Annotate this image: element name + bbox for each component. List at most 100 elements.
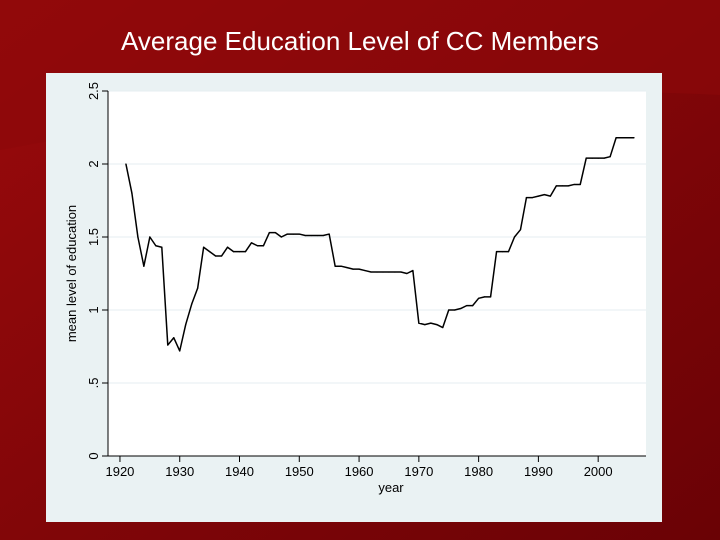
y-tick-label: 1.5 xyxy=(86,228,101,246)
data-point xyxy=(292,233,294,235)
data-point xyxy=(424,324,426,326)
data-point xyxy=(346,267,348,269)
data-point xyxy=(537,195,539,197)
data-point xyxy=(406,272,408,275)
line-chart: 0 .5 1 1.5 2 2.5 1920 1930 1940 1950 1960 1970 1980 1… xyxy=(64,82,646,495)
data-point xyxy=(412,269,414,272)
data-point xyxy=(597,157,599,159)
data-point xyxy=(185,324,187,326)
plot-area xyxy=(108,91,646,456)
data-point xyxy=(400,271,402,273)
slide-title: Average Education Level of CC Members xyxy=(121,26,599,56)
data-point xyxy=(489,296,492,298)
data-point xyxy=(232,251,235,253)
data-point xyxy=(549,195,551,197)
data-point xyxy=(454,309,456,311)
data-point xyxy=(197,287,199,289)
data-point xyxy=(436,324,438,326)
data-point xyxy=(316,234,318,237)
x-tick-label: 1920 xyxy=(105,464,134,479)
data-point xyxy=(567,185,569,187)
data-point xyxy=(256,245,259,247)
data-point xyxy=(131,192,133,194)
data-point xyxy=(442,326,444,329)
data-point xyxy=(143,265,145,267)
data-point xyxy=(531,196,534,199)
data-point xyxy=(161,246,163,248)
data-point xyxy=(262,245,265,247)
data-point xyxy=(358,268,360,270)
data-point xyxy=(203,246,205,248)
data-point xyxy=(209,251,211,253)
data-point xyxy=(501,251,504,253)
data-point xyxy=(561,185,563,187)
x-tick-label: 2000 xyxy=(584,464,613,479)
data-point xyxy=(370,271,372,273)
data-point xyxy=(579,183,581,186)
data-point xyxy=(298,233,300,235)
data-point xyxy=(238,251,241,253)
data-point xyxy=(621,137,623,139)
data-point xyxy=(334,265,336,267)
y-tick-label: 2 xyxy=(86,160,101,167)
data-point xyxy=(226,246,229,248)
data-point xyxy=(155,245,157,247)
data-point xyxy=(382,271,384,273)
x-tick-label: 1950 xyxy=(285,464,314,479)
data-point xyxy=(519,229,522,231)
data-point xyxy=(573,183,575,186)
chart-panel: 0 .5 1 1.5 2 2.5 1920 1930 1940 1950 1960 1970 1980 1… xyxy=(46,73,662,522)
y-tick-label: 2.5 xyxy=(86,82,101,100)
data-point xyxy=(585,157,587,159)
data-point xyxy=(376,271,378,273)
data-point xyxy=(460,307,462,310)
y-axis-title: mean level of education xyxy=(64,205,79,342)
data-point xyxy=(495,251,498,253)
data-point xyxy=(191,303,193,305)
x-tick-label: 1980 xyxy=(464,464,493,479)
data-point xyxy=(472,305,474,307)
data-point xyxy=(286,233,288,235)
data-point xyxy=(304,234,306,237)
y-tick-label: .5 xyxy=(86,378,101,389)
data-point xyxy=(215,255,217,257)
data-point xyxy=(244,251,247,253)
data-point xyxy=(609,156,611,158)
y-tick-label: 0 xyxy=(86,452,101,459)
data-point xyxy=(615,137,617,139)
data-point xyxy=(167,344,169,346)
data-point xyxy=(179,350,181,352)
data-point xyxy=(268,232,270,234)
data-point xyxy=(322,234,324,237)
y-tick-label: 1 xyxy=(86,306,101,313)
data-point xyxy=(543,194,545,196)
data-point xyxy=(388,271,390,273)
series-line xyxy=(125,136,635,352)
data-point xyxy=(125,163,127,165)
data-point xyxy=(394,271,396,273)
data-point xyxy=(591,157,593,159)
data-point xyxy=(173,337,175,339)
data-point xyxy=(603,157,605,159)
data-point xyxy=(250,242,253,244)
data-point xyxy=(478,297,480,299)
data-point xyxy=(340,265,342,267)
x-tick-label: 1960 xyxy=(345,464,374,479)
data-point xyxy=(513,236,516,238)
data-point xyxy=(507,251,510,253)
data-point xyxy=(280,236,282,238)
data-point xyxy=(466,305,468,307)
data-point xyxy=(627,137,629,139)
data-point xyxy=(137,236,139,238)
data-point xyxy=(448,309,450,311)
x-axis-title: year xyxy=(378,480,404,495)
data-point xyxy=(352,268,354,270)
data-point xyxy=(274,232,276,234)
data-point xyxy=(418,322,420,324)
x-tick-label: 1970 xyxy=(404,464,433,479)
x-tick-label: 1940 xyxy=(225,464,254,479)
data-point xyxy=(525,196,528,199)
data-point xyxy=(310,234,312,237)
data-point xyxy=(555,185,557,187)
data-point xyxy=(484,296,486,298)
